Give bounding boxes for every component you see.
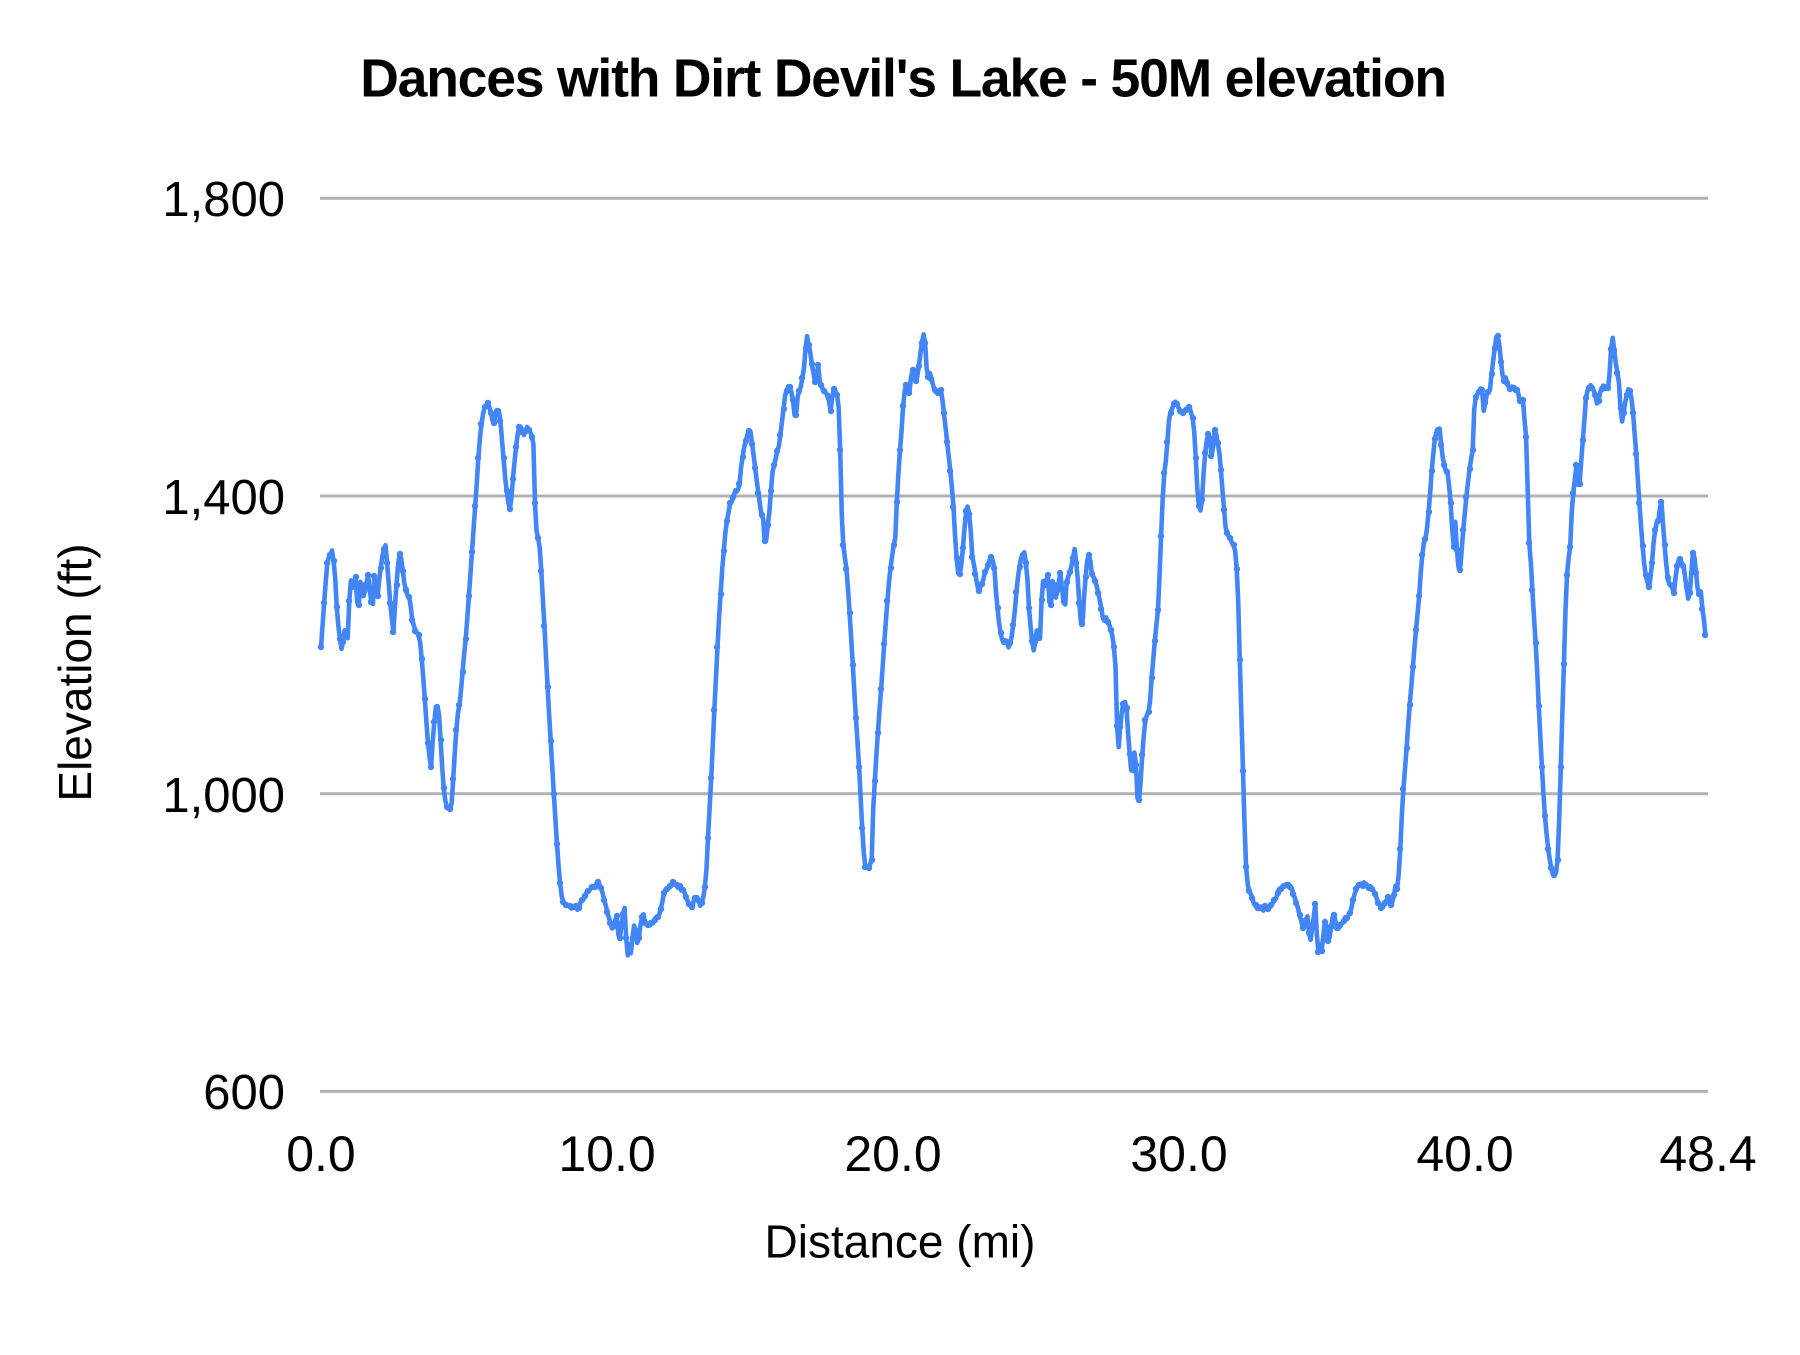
svg-text:10.0: 10.0 — [558, 1126, 655, 1182]
svg-text:1,000: 1,000 — [162, 769, 285, 823]
svg-text:1,400: 1,400 — [162, 471, 285, 525]
svg-text:1,800: 1,800 — [162, 173, 285, 227]
svg-text:Elevation (ft): Elevation (ft) — [49, 543, 101, 801]
svg-text:20.0: 20.0 — [844, 1126, 941, 1182]
svg-text:30.0: 30.0 — [1130, 1126, 1227, 1182]
svg-text:0.0: 0.0 — [286, 1126, 356, 1182]
svg-text:40.0: 40.0 — [1416, 1126, 1513, 1182]
svg-text:Distance (mi): Distance (mi) — [765, 1216, 1036, 1268]
svg-text:600: 600 — [203, 1066, 285, 1120]
svg-text:Dances with Dirt Devil's Lake: Dances with Dirt Devil's Lake - 50M elev… — [360, 50, 1446, 109]
svg-text:48.4: 48.4 — [1659, 1126, 1756, 1182]
